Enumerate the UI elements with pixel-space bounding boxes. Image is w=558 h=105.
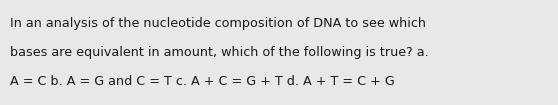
Text: bases are equivalent in amount, which of the following is true? a.: bases are equivalent in amount, which of… — [10, 46, 429, 59]
Text: A = C b. A = G and C = T c. A + C = G + T d. A + T = C + G: A = C b. A = G and C = T c. A + C = G + … — [10, 75, 395, 88]
Text: In an analysis of the nucleotide composition of DNA to see which: In an analysis of the nucleotide composi… — [10, 17, 426, 30]
